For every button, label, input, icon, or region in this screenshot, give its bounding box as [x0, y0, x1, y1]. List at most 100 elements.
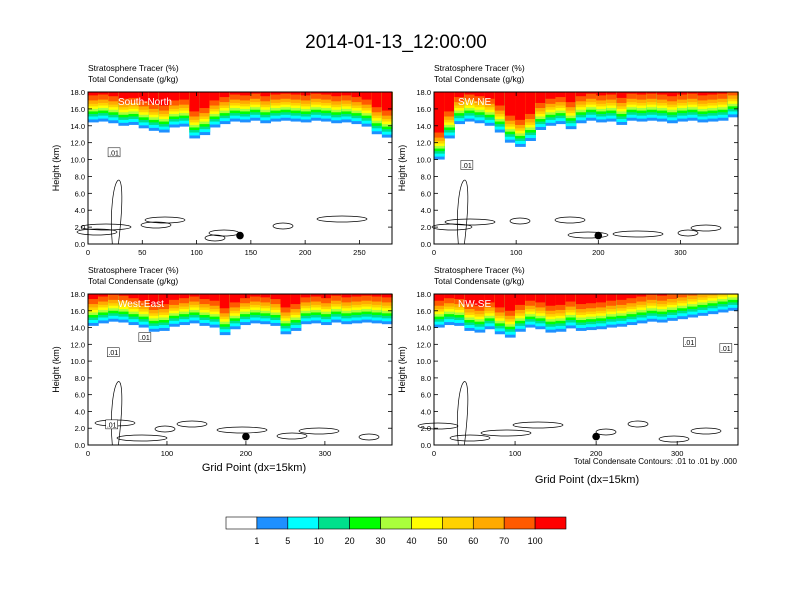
colorbar-label: 50	[437, 536, 447, 546]
contour-line	[480, 429, 532, 437]
tracer-cell	[250, 92, 261, 99]
tracer-cell	[586, 92, 597, 99]
x-tick-label: 200	[299, 248, 312, 257]
tracer-cell	[515, 92, 526, 120]
tracer-cell	[270, 92, 282, 95]
colorbar-label: 1	[254, 536, 259, 546]
y-tick-label: 14.0	[70, 122, 85, 131]
tracer-cell	[300, 92, 312, 101]
tracer-cell	[331, 92, 342, 102]
x-tick-label: 0	[432, 449, 436, 458]
tracer-cell	[321, 294, 332, 299]
tracer-cell	[148, 294, 160, 305]
tracer-cell	[454, 294, 465, 300]
y-tick-label: 16.0	[70, 105, 85, 114]
colorbar: 1 5 10 20 30 40 50 60 70 100	[225, 516, 567, 546]
tracer-cell	[454, 92, 465, 98]
tracer-cell	[535, 294, 547, 303]
tracer-cell	[169, 294, 180, 300]
y-axis-label: Height (km)	[397, 346, 407, 393]
tracer-cell	[341, 294, 353, 303]
contour-label: .01	[109, 150, 119, 157]
x-axis-label-left: Grid Point (dx=15km)	[202, 462, 306, 474]
tracer-cell	[484, 92, 496, 99]
tracer-cell	[545, 294, 557, 306]
contour-line	[690, 224, 722, 232]
tracer-cell	[300, 92, 312, 96]
tracer-cell	[626, 92, 638, 99]
y-tick-label: 6.0	[421, 189, 431, 198]
condensate-variable-label: Total Condensate (g/kg)	[88, 276, 178, 286]
tracer-cell	[138, 294, 150, 301]
tracer-cell	[454, 294, 465, 305]
contour-label-box	[107, 347, 120, 357]
contour-line	[298, 427, 340, 435]
tracer-cell	[636, 294, 648, 297]
tracer-cell	[280, 92, 292, 94]
contour-label: .01	[721, 346, 731, 353]
figure-title: 2014-01-13_12:00:00	[305, 32, 487, 53]
colorbar-box	[534, 516, 567, 530]
tracer-cell	[270, 294, 282, 305]
tracer-cell	[596, 294, 607, 303]
tracer-cell	[687, 92, 699, 94]
tracer-cell	[280, 294, 292, 308]
tracer-cell	[727, 92, 739, 96]
tracer-cell	[667, 92, 678, 97]
contour-line	[140, 221, 172, 229]
location-marker	[236, 231, 244, 240]
tracer-cell	[525, 92, 536, 114]
contour-line	[111, 179, 123, 245]
contour-line	[677, 229, 699, 237]
colorbar-label: 60	[468, 536, 478, 546]
panels-group: .01 0.0 2.0 4.0 6.0 8.0 10.0 12.0 14.0 16.0 18.0 0 5…	[51, 63, 739, 458]
contour-line	[204, 234, 226, 242]
tracer-cell	[707, 92, 719, 100]
y-tick-label: 18.0	[70, 88, 85, 97]
x-tick-label: 0	[432, 248, 436, 257]
tracer-cell	[179, 294, 190, 304]
colorbar-label: 100	[528, 536, 543, 546]
tracer-cell	[351, 294, 363, 297]
y-tick-label: 4.0	[421, 407, 431, 416]
tracer-cell	[179, 294, 190, 299]
tracer-cell	[321, 294, 332, 304]
colorbar-box	[380, 516, 412, 530]
panel-frame	[87, 293, 393, 446]
tracer-variable-label: Stratosphere Tracer (%)	[434, 265, 525, 275]
tracer-cell	[310, 92, 322, 99]
condensate-variable-label: Total Condensate (g/kg)	[434, 276, 524, 286]
tracer-cell	[189, 294, 201, 297]
tracer-cell	[596, 92, 607, 101]
y-tick-label: 18.0	[70, 290, 85, 299]
contour-label-box	[107, 147, 121, 158]
y-tick-label: 6.0	[421, 391, 431, 400]
contour-label: .01	[140, 335, 150, 342]
tracer-cell	[525, 294, 536, 301]
tracer-cell	[697, 294, 709, 298]
y-tick-label: 8.0	[75, 172, 85, 181]
contour-line	[627, 420, 649, 428]
tracer-cell	[474, 92, 486, 97]
tracer-cell	[199, 92, 211, 109]
tracer-cell	[687, 92, 699, 99]
tracer-cell	[434, 294, 445, 301]
tracer-cell	[138, 92, 150, 102]
tracer-cell	[371, 294, 383, 297]
y-axis-label: Height (km)	[51, 145, 61, 192]
tracer-cell	[321, 92, 332, 95]
y-tick-label: 6.0	[75, 189, 85, 198]
tracer-cell	[656, 92, 668, 95]
colorbar-box	[472, 516, 505, 530]
tracer-cell	[606, 92, 617, 100]
tracer-cell	[707, 294, 719, 299]
x-tick-label: 300	[674, 248, 687, 257]
contour-line	[595, 428, 617, 436]
tracer-cell	[250, 294, 261, 302]
condensate-contours	[431, 179, 722, 245]
tracer-cell	[535, 92, 547, 103]
y-tick-label: 2.0	[75, 424, 85, 433]
tracer-cell	[118, 92, 130, 99]
tracer-cell	[494, 294, 506, 308]
x-tick-label: 200	[592, 248, 605, 257]
